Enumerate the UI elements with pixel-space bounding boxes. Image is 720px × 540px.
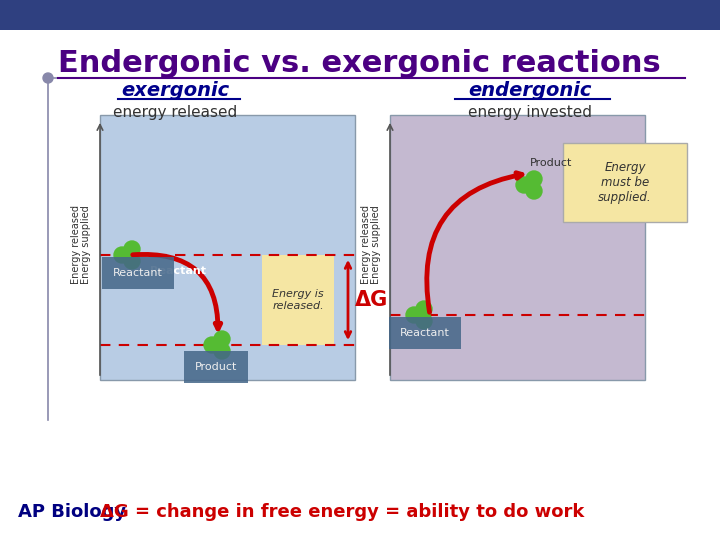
Text: ΔG: ΔG — [355, 290, 388, 310]
FancyBboxPatch shape — [262, 255, 334, 345]
Text: Product: Product — [195, 362, 238, 372]
Circle shape — [114, 247, 130, 263]
Circle shape — [526, 171, 542, 187]
FancyBboxPatch shape — [563, 143, 687, 222]
Circle shape — [124, 253, 140, 269]
Circle shape — [214, 331, 230, 347]
Text: energy invested: energy invested — [468, 105, 592, 120]
Text: Endergonic vs. exergonic reactions: Endergonic vs. exergonic reactions — [58, 49, 661, 78]
Text: endergonic: endergonic — [468, 80, 592, 99]
Circle shape — [526, 183, 542, 199]
Text: Energy released: Energy released — [361, 206, 371, 285]
Text: Reactant: Reactant — [400, 328, 450, 338]
Circle shape — [43, 73, 53, 83]
Text: energy released: energy released — [113, 105, 237, 120]
Circle shape — [204, 337, 220, 353]
FancyBboxPatch shape — [0, 0, 720, 30]
FancyBboxPatch shape — [100, 115, 355, 380]
Text: Energy released: Energy released — [71, 206, 81, 285]
Text: AP Biology: AP Biology — [18, 503, 126, 521]
Text: ΔG = change in free energy = ability to do work: ΔG = change in free energy = ability to … — [100, 503, 585, 521]
Text: Energy supplied: Energy supplied — [81, 206, 91, 285]
Text: Energy is
released.: Energy is released. — [272, 289, 324, 311]
Text: Energy supplied: Energy supplied — [371, 206, 381, 285]
Circle shape — [416, 313, 432, 329]
Text: exergonic: exergonic — [121, 80, 229, 99]
Text: Energy
must be
supplied.: Energy must be supplied. — [598, 161, 652, 205]
FancyBboxPatch shape — [390, 115, 645, 380]
Circle shape — [124, 241, 140, 257]
Circle shape — [214, 343, 230, 359]
Text: Product: Product — [530, 158, 572, 168]
Circle shape — [516, 177, 532, 193]
Text: Reactant: Reactant — [150, 266, 206, 276]
Circle shape — [406, 307, 422, 323]
Text: Reactant: Reactant — [113, 268, 163, 278]
Circle shape — [416, 301, 432, 317]
